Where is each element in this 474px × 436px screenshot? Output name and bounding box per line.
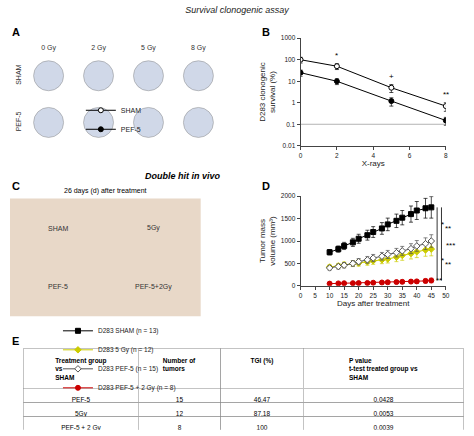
svg-text:0: 0 (299, 292, 303, 299)
svg-text:***: *** (446, 241, 455, 250)
svg-text:46,47: 46,47 (254, 396, 271, 403)
svg-text:0 Gy: 0 Gy (41, 44, 56, 52)
svg-text:500: 500 (284, 260, 295, 267)
svg-text:Tumor massvolume (mm³): Tumor massvolume (mm³) (258, 216, 277, 266)
svg-text:35: 35 (399, 292, 407, 299)
svg-text:0: 0 (299, 152, 303, 159)
svg-text:D283 PEF-5 + 2 Gy (n = 8): D283 PEF-5 + 2 Gy (n = 8) (98, 384, 176, 392)
svg-text:SHAM: SHAM (121, 107, 141, 114)
svg-text:2: 2 (335, 152, 339, 159)
svg-text:8 Gy: 8 Gy (191, 44, 206, 52)
svg-text:0,0428: 0,0428 (373, 396, 393, 403)
svg-text:**: ** (436, 276, 442, 285)
svg-text:5Gy: 5Gy (75, 410, 88, 418)
svg-text:8: 8 (444, 152, 448, 159)
svg-text:PEF-5 + 2 Gy: PEF-5 + 2 Gy (61, 424, 101, 430)
svg-text:*: * (441, 220, 444, 229)
svg-text:D: D (262, 180, 270, 192)
svg-text:8: 8 (178, 424, 182, 430)
svg-text:B: B (262, 26, 270, 38)
svg-text:PEF-5: PEF-5 (48, 283, 68, 290)
html-text:vs: vs (55, 365, 63, 373)
html-text:Treatment group: Treatment group (55, 356, 107, 364)
svg-text:15: 15 (176, 396, 184, 403)
svg-text:26 days (d) after treatment: 26 days (d) after treatment (64, 187, 147, 195)
svg-text:1000: 1000 (281, 34, 296, 41)
svg-text:100: 100 (257, 424, 268, 430)
svg-text:D283 5 Gy (n = 12): D283 5 Gy (n = 12) (98, 346, 153, 354)
svg-text:40: 40 (413, 292, 421, 299)
svg-text:0.01: 0.01 (283, 142, 296, 149)
svg-text:45: 45 (428, 292, 436, 299)
svg-text:**: ** (445, 260, 451, 269)
svg-text:30: 30 (384, 292, 392, 299)
svg-text:100: 100 (284, 56, 295, 63)
svg-text:4: 4 (371, 152, 375, 159)
svg-text:P valuet-test treated group vs: P valuet-test treated group vsSHAM (349, 357, 418, 381)
svg-text:5 Gy: 5 Gy (141, 44, 156, 52)
svg-text:PEF-5: PEF-5 (121, 126, 141, 133)
svg-text:PEF-5: PEF-5 (72, 396, 91, 403)
svg-text:0.1: 0.1 (286, 121, 295, 128)
svg-text:**: ** (445, 224, 451, 233)
html-text:SHAM: SHAM (55, 373, 75, 381)
svg-text:0: 0 (292, 282, 296, 289)
svg-text:20: 20 (355, 292, 363, 299)
svg-text:1000: 1000 (281, 237, 296, 244)
svg-text:50: 50 (442, 292, 450, 299)
svg-text:15: 15 (341, 292, 349, 299)
svg-text:10: 10 (326, 292, 334, 299)
svg-text:5: 5 (313, 292, 317, 299)
svg-text:2 Gy: 2 Gy (91, 44, 106, 52)
svg-text:0,0039: 0,0039 (373, 424, 393, 430)
svg-text:PEF-5: PEF-5 (15, 111, 22, 131)
svg-text:12: 12 (176, 410, 184, 417)
svg-text:C: C (12, 180, 20, 192)
svg-text:A: A (12, 26, 20, 38)
svg-text:SHAM: SHAM (48, 225, 68, 232)
svg-text:0,0053: 0,0053 (373, 410, 393, 417)
svg-text:TGI (%): TGI (%) (251, 357, 274, 365)
svg-text:6: 6 (408, 152, 412, 159)
svg-text:87,18: 87,18 (254, 410, 271, 417)
svg-text:PEF-5+2Gy: PEF-5+2Gy (135, 283, 172, 291)
svg-text:D283 SHAM (n = 13): D283 SHAM (n = 13) (98, 327, 159, 335)
svg-text:**: ** (443, 90, 449, 99)
svg-text:Number oftumors: Number oftumors (163, 357, 196, 372)
svg-text:SHAM: SHAM (15, 64, 22, 84)
svg-text:5Gy: 5Gy (147, 224, 160, 232)
svg-text:E: E (12, 335, 19, 347)
svg-text:1: 1 (292, 99, 296, 106)
svg-text:+: + (389, 72, 394, 81)
svg-text:10: 10 (288, 78, 296, 85)
svg-text:1500: 1500 (281, 215, 296, 222)
svg-text:Days after treatment: Days after treatment (337, 299, 410, 308)
svg-text:X-rays: X-rays (362, 159, 385, 168)
svg-text:*: * (441, 256, 444, 265)
svg-text:Double hit in vivo: Double hit in vivo (145, 171, 221, 181)
svg-text:25: 25 (370, 292, 378, 299)
svg-text:D283 clonogenicsurvival (%): D283 clonogenicsurvival (%) (258, 62, 277, 122)
svg-text:D283 PEF-5 (n = 15): D283 PEF-5 (n = 15) (98, 365, 158, 373)
svg-text:Survival clonogenic assay: Survival clonogenic assay (185, 5, 289, 15)
svg-text:*: * (335, 51, 338, 60)
svg-text:2000: 2000 (281, 192, 296, 199)
